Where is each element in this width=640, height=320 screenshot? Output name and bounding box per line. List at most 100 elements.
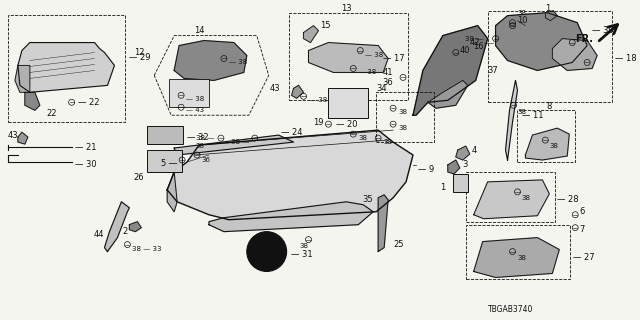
Text: 1: 1 (545, 4, 550, 13)
Text: 40: 40 (460, 46, 470, 55)
Text: 41: 41 (383, 68, 393, 77)
Polygon shape (495, 13, 587, 70)
Polygon shape (18, 132, 28, 144)
Polygon shape (456, 146, 470, 160)
Text: — 38: — 38 (186, 96, 204, 102)
Text: 34: 34 (376, 84, 387, 93)
Text: 38: 38 (522, 195, 531, 201)
Text: — 24: — 24 (281, 128, 302, 137)
Text: 38: 38 (195, 143, 204, 149)
Text: 42: 42 (470, 38, 480, 47)
Text: — 9: — 9 (418, 165, 434, 174)
Circle shape (247, 232, 287, 271)
Text: 44: 44 (94, 230, 104, 239)
Text: — 30: — 30 (75, 160, 96, 170)
FancyBboxPatch shape (169, 79, 209, 107)
Text: 23: 23 (264, 240, 274, 249)
Text: 2: 2 (122, 227, 127, 236)
Text: 36: 36 (382, 78, 393, 87)
Text: 6: 6 (579, 207, 584, 216)
Text: 15: 15 (321, 21, 331, 30)
Text: 38: 38 (518, 109, 527, 115)
Text: — 32: — 32 (187, 132, 209, 142)
Polygon shape (174, 135, 294, 155)
Text: 36: 36 (201, 157, 210, 163)
Text: — 39: — 39 (592, 26, 614, 35)
Text: 12: 12 (134, 48, 144, 57)
Polygon shape (413, 26, 488, 115)
Text: 19: 19 (313, 118, 323, 127)
Text: — 20: — 20 (337, 120, 358, 129)
Text: 26: 26 (134, 173, 144, 182)
Text: 25: 25 (393, 240, 404, 249)
Text: 1: 1 (440, 183, 446, 192)
Text: 38: 38 (398, 125, 407, 131)
Text: — 17: — 17 (383, 54, 404, 63)
Text: — 31: — 31 (291, 250, 312, 259)
Text: 4: 4 (472, 146, 477, 155)
Text: 38 — 33: 38 — 33 (132, 245, 162, 252)
Polygon shape (292, 85, 303, 98)
FancyBboxPatch shape (453, 174, 468, 192)
Polygon shape (552, 39, 597, 70)
Text: — 29: — 29 (129, 53, 151, 62)
Text: 38: 38 (299, 243, 308, 249)
Polygon shape (378, 195, 388, 252)
Text: 13: 13 (341, 4, 351, 13)
FancyBboxPatch shape (147, 126, 183, 144)
Polygon shape (167, 130, 413, 220)
Polygon shape (428, 80, 468, 108)
Text: 38: 38 (518, 10, 527, 16)
Text: — 21: — 21 (75, 143, 96, 152)
Polygon shape (179, 80, 199, 92)
Text: 37: 37 (488, 66, 499, 75)
Text: — 38: — 38 (358, 69, 376, 76)
Text: 38: 38 (518, 254, 527, 260)
Text: — 18: — 18 (615, 54, 637, 63)
Text: 38: 38 (383, 139, 392, 145)
Text: 16: 16 (473, 42, 484, 51)
Text: 38: 38 (549, 143, 558, 149)
Polygon shape (209, 202, 373, 232)
Circle shape (255, 240, 278, 263)
Text: 38: 38 (398, 109, 407, 115)
Polygon shape (104, 202, 129, 252)
Text: 5 ―: 5 ― (161, 159, 177, 169)
Text: 43: 43 (270, 84, 281, 93)
Polygon shape (15, 66, 30, 92)
Text: 22: 22 (47, 109, 57, 118)
Text: 7: 7 (579, 225, 584, 234)
Polygon shape (448, 160, 460, 174)
Text: TBGAB3740: TBGAB3740 (488, 305, 533, 314)
Polygon shape (18, 43, 115, 92)
Text: 38: 38 (358, 135, 367, 141)
Text: — 11: — 11 (522, 111, 544, 120)
Polygon shape (474, 238, 559, 277)
Polygon shape (308, 43, 388, 72)
Text: — 38: — 38 (229, 60, 247, 66)
Text: — 38: — 38 (365, 52, 383, 58)
Text: 38 ―: 38 ― (465, 36, 484, 42)
Text: 10: 10 (518, 16, 528, 25)
Text: — 27: — 27 (573, 253, 595, 262)
Polygon shape (474, 180, 549, 219)
Polygon shape (545, 11, 557, 21)
Polygon shape (167, 172, 177, 212)
Text: 38 ―: 38 ― (196, 135, 214, 141)
Polygon shape (25, 92, 40, 110)
Polygon shape (303, 26, 319, 43)
Text: — 43: — 43 (186, 107, 204, 113)
Text: 8: 8 (547, 102, 552, 111)
Text: 3: 3 (463, 160, 468, 170)
Polygon shape (174, 41, 247, 80)
Polygon shape (129, 222, 141, 232)
Polygon shape (506, 80, 518, 160)
Text: — 38: — 38 (308, 97, 327, 103)
Polygon shape (525, 128, 569, 160)
Text: FR.: FR. (575, 34, 593, 44)
Text: 14: 14 (194, 26, 204, 35)
Text: — 22: — 22 (77, 98, 99, 107)
FancyBboxPatch shape (328, 88, 368, 118)
Text: 43: 43 (8, 131, 19, 140)
Text: 35: 35 (363, 195, 373, 204)
